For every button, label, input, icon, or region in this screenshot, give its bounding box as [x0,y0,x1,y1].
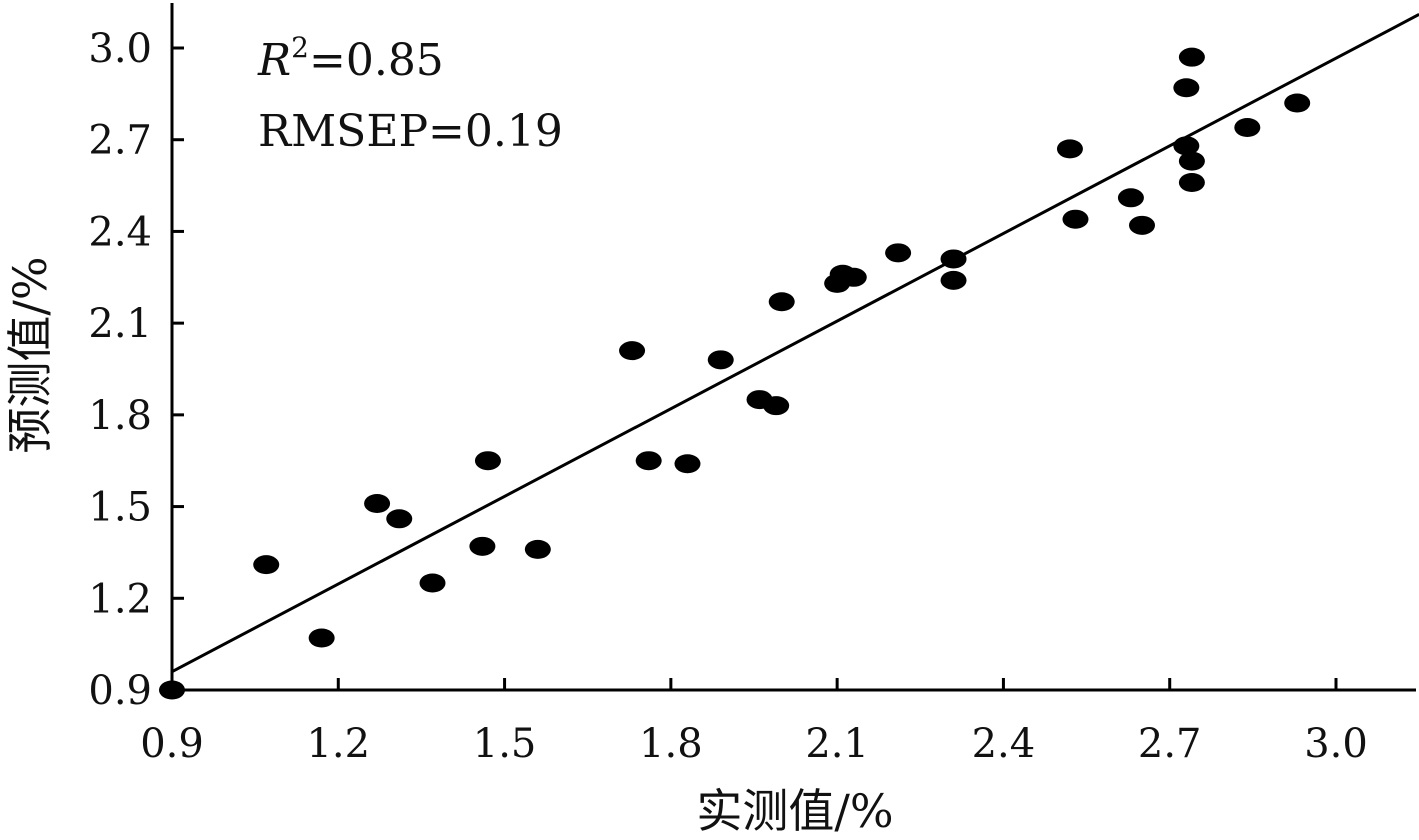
data-point [1117,188,1144,208]
y-tick-label: 1.8 [88,393,152,439]
data-point [674,454,701,474]
axes [170,3,1416,692]
data-point [763,396,790,416]
x-tick-label: 1.5 [473,721,537,767]
y-tick-label: 3.0 [88,26,152,72]
data-point [707,350,734,370]
data-point [940,270,967,290]
x-tick-label: 0.9 [140,721,204,767]
y-tick-label: 2.1 [88,301,152,347]
data-point [308,628,335,648]
data-point [1178,173,1205,193]
data-point [619,341,646,361]
data-point [1062,209,1089,229]
data-point [1284,93,1311,113]
y-tick-label: 1.2 [88,576,152,622]
x-tick-label: 1.2 [306,721,370,767]
x-tick-label: 1.8 [639,721,703,767]
fit-line [171,13,1419,673]
data-point [1056,139,1083,159]
r2-superscript: 2 [291,31,309,64]
data-point [159,680,185,700]
x-axis-title: 实测值/% [696,784,893,835]
y-tick-label: 2.7 [88,118,152,164]
data-point [1129,215,1155,235]
data-point [469,536,496,556]
data-point [1234,117,1261,137]
r2-value: =0.85 [309,35,444,86]
x-tick-label: 2.7 [1138,721,1202,767]
r2-symbol: R [257,35,291,86]
y-axis-title: 预测值/% [3,256,57,453]
y-tick-label: 2.4 [88,209,152,255]
data-point [524,539,551,559]
x-tick-label: 2.4 [972,721,1036,767]
r2-annotation: R2=0.85 [257,31,444,86]
data-point [768,292,795,312]
data-point [1173,78,1200,98]
data-point [635,451,662,471]
data-point [364,494,391,514]
data-point [840,267,867,287]
y-tick-label: 0.9 [88,668,152,714]
rmsep-annotation: RMSEP=0.19 [258,106,563,157]
ticks: 0.9 1.2 1.5 1.8 2.1 2.4 2.7 3.0 0.9 1.2 1.5 1.8 2.1 2… [88,26,1367,767]
points [159,47,1311,700]
data-point [1173,136,1200,156]
data-point [474,451,501,471]
data-point [940,249,967,269]
data-point [885,243,912,263]
x-tick-label: 3.0 [1304,721,1368,767]
data-point [1178,47,1205,67]
x-tick-label: 2.1 [805,721,869,767]
y-tick-label: 1.5 [88,485,152,531]
fit-line-group [171,13,1419,673]
data-point [386,509,413,529]
data-point [1178,151,1205,171]
data-point [419,573,446,593]
data-point [253,555,280,575]
